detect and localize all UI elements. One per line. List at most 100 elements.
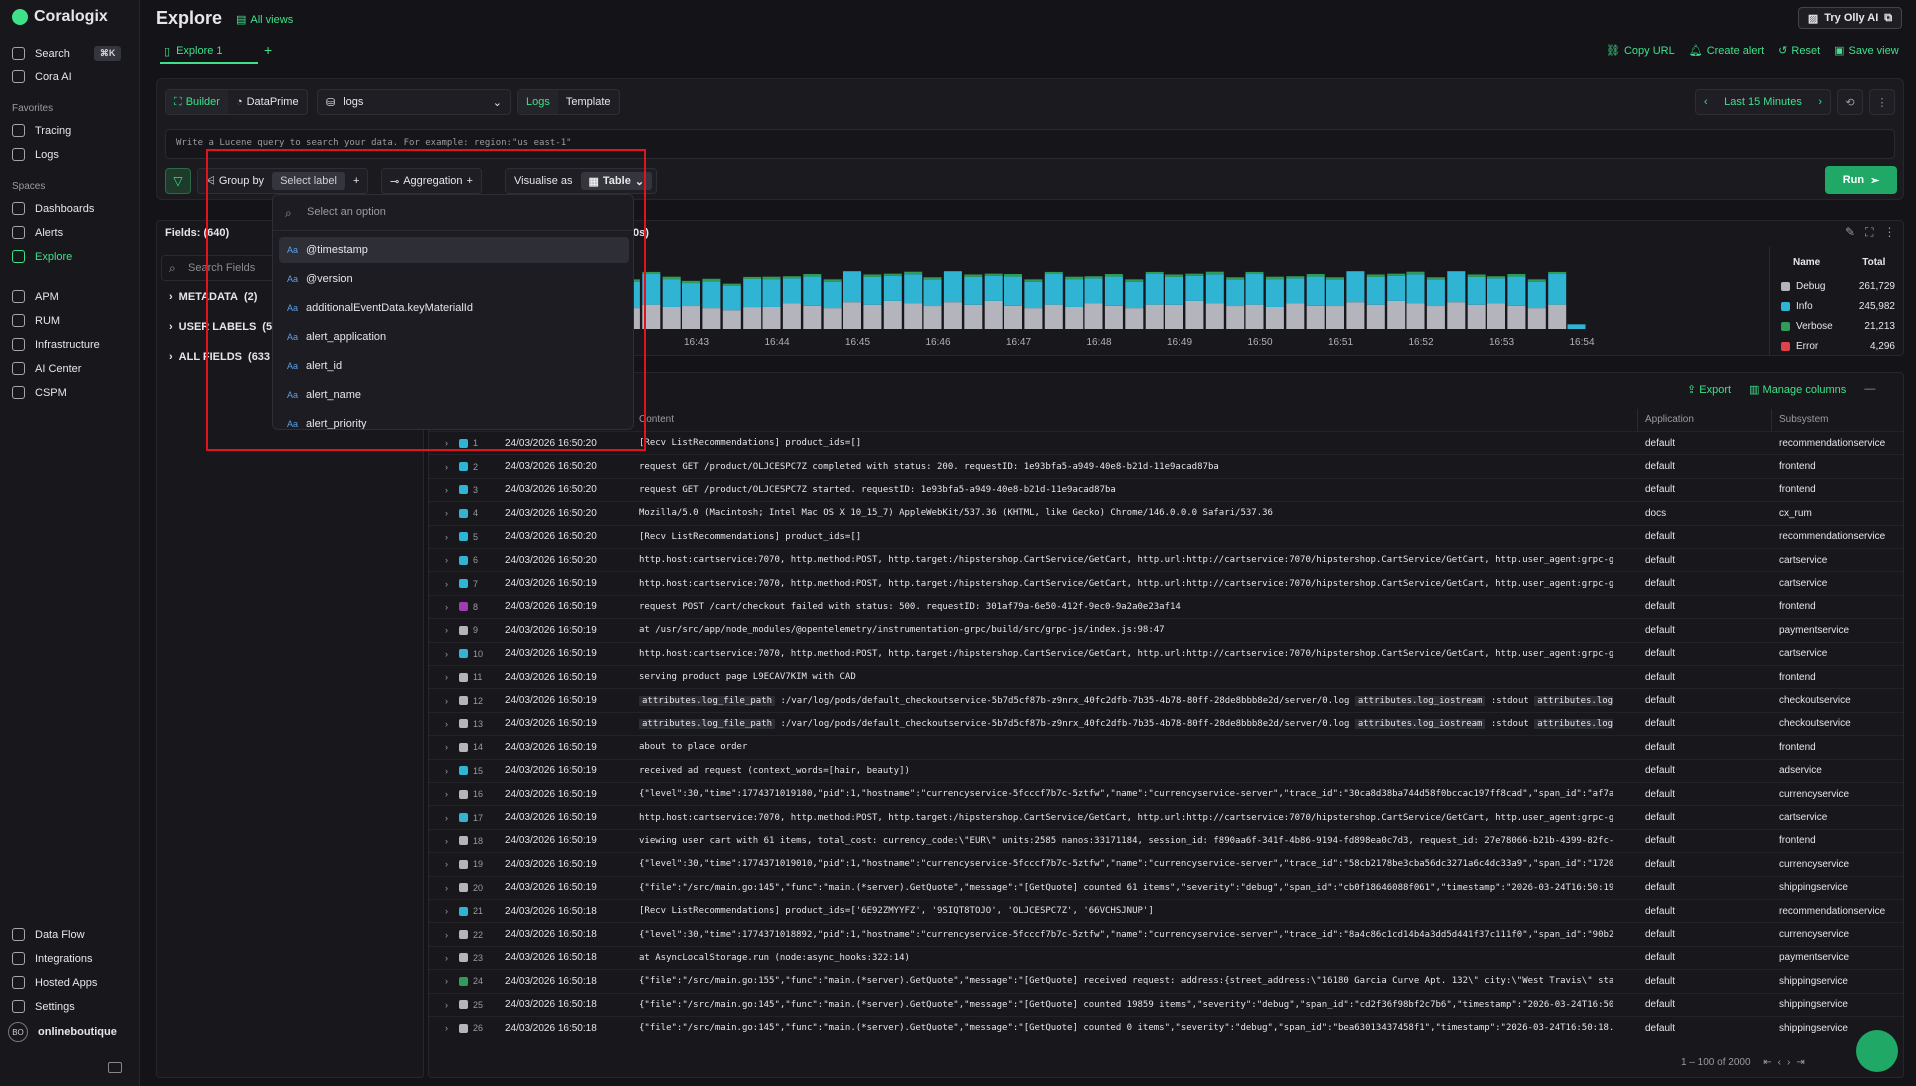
histogram-bar[interactable] [1447, 271, 1466, 272]
histogram-bar[interactable] [1044, 304, 1063, 329]
expand-row-icon[interactable]: › [445, 835, 448, 846]
column-header-content[interactable]: Content [639, 414, 675, 425]
legend-item-verbose[interactable]: Verbose 21,213 [1781, 321, 1895, 332]
histogram-bar[interactable] [682, 306, 700, 329]
histogram-bar[interactable] [904, 303, 923, 329]
select-label-button[interactable]: Select label [272, 172, 345, 190]
table-row[interactable]: › 16 24/03/2026 16:50:19 {"level":30,"time"… [429, 782, 1903, 805]
more-options-icon[interactable]: ⋮ [1869, 89, 1895, 115]
table-row[interactable]: › 25 24/03/2026 16:50:18 {"file":"/src/main… [429, 992, 1903, 1016]
histogram-bar[interactable] [1165, 274, 1183, 277]
expand-row-icon[interactable]: › [445, 438, 448, 449]
tab-explore-1[interactable]: ▯ Explore 1 [160, 40, 258, 64]
histogram-bar[interactable] [1104, 276, 1123, 306]
histogram-bar[interactable] [1024, 279, 1043, 282]
visualise-select[interactable]: ▦ Table ⌄ [580, 172, 653, 190]
histogram-bar[interactable] [1044, 274, 1063, 305]
table-row[interactable]: › 13 24/03/2026 16:50:19 attributes.log_fil… [429, 711, 1903, 735]
histogram-bar[interactable] [984, 275, 1003, 301]
dropdown-option[interactable]: Aa additionalEventData.keyMaterialId [279, 295, 629, 321]
histogram-bar[interactable] [1226, 306, 1245, 329]
expand-row-icon[interactable]: › [445, 882, 448, 893]
nav-logs[interactable]: Logs [12, 148, 59, 161]
expand-icon[interactable]: ⛶ [1865, 225, 1874, 239]
histogram-bar[interactable] [823, 281, 842, 309]
all-views-link[interactable]: ▤ All views [236, 13, 293, 27]
histogram-bar[interactable] [743, 307, 762, 329]
dropdown-option[interactable]: Aa alert_priority [279, 411, 629, 429]
create-alert-button[interactable]: 🔔︎ Create alert [1689, 44, 1764, 58]
nav-integrations[interactable]: Integrations [12, 952, 92, 965]
filter-icon[interactable]: ▽ [165, 168, 191, 194]
field-group-all-fields[interactable]: › ALL FIELDS (633 [169, 351, 270, 363]
histogram-bar[interactable] [1265, 306, 1284, 329]
histogram-bar[interactable] [702, 278, 721, 282]
histogram-bar[interactable] [1286, 278, 1305, 304]
nav-infrastructure[interactable]: Infrastructure [12, 338, 100, 351]
histogram-bar[interactable] [762, 306, 781, 329]
histogram-bar[interactable] [1548, 271, 1567, 275]
table-row[interactable]: › 23 24/03/2026 16:50:18 at AsyncLocalStora… [429, 945, 1903, 969]
legend-item-debug[interactable]: Debug 261,729 [1781, 281, 1895, 292]
nav-apm[interactable]: APM [12, 290, 59, 303]
histogram-bar[interactable] [722, 310, 741, 329]
histogram-bar[interactable] [682, 280, 700, 284]
expand-row-icon[interactable]: › [445, 906, 448, 917]
nav-hosted-apps[interactable]: Hosted Apps [12, 976, 97, 989]
histogram-bar[interactable] [964, 276, 983, 305]
table-row[interactable]: › 11 24/03/2026 16:50:19 serving product pa… [429, 665, 1903, 688]
expand-row-icon[interactable]: › [445, 718, 448, 729]
histogram-bar[interactable] [1125, 279, 1144, 282]
histogram-bar[interactable] [1507, 276, 1526, 306]
histogram-bar[interactable] [1527, 308, 1546, 329]
reset-button[interactable]: ↺ Reset [1778, 44, 1820, 58]
export-button[interactable]: ⇪ Export [1687, 383, 1731, 396]
histogram-bar[interactable] [1406, 303, 1425, 329]
histogram-bar[interactable] [662, 276, 681, 280]
histogram-bar[interactable] [1306, 276, 1325, 306]
histogram-bar[interactable] [1145, 304, 1164, 329]
time-range-picker[interactable]: ‹ Last 15 Minutes › [1695, 89, 1831, 115]
histogram-bar[interactable] [1366, 304, 1385, 329]
table-row[interactable]: › 1 24/03/2026 16:50:20 [Recv ListRecommend… [429, 431, 1903, 454]
histogram-bar[interactable] [803, 276, 822, 306]
histogram-bar[interactable] [1205, 271, 1224, 275]
expand-row-icon[interactable]: › [445, 672, 448, 683]
histogram-bar[interactable] [1527, 279, 1546, 282]
table-row[interactable]: › 12 24/03/2026 16:50:19 attributes.log_fil… [429, 688, 1903, 711]
histogram-bar[interactable] [1487, 278, 1505, 304]
expand-row-icon[interactable]: › [445, 1023, 448, 1034]
histogram-bar[interactable] [722, 283, 741, 286]
collapse-sidebar-icon[interactable] [108, 1062, 122, 1073]
expand-row-icon[interactable]: › [445, 531, 448, 542]
histogram-bar[interactable] [743, 276, 762, 280]
tab-logs[interactable]: Logs [518, 90, 558, 114]
histogram-bar[interactable] [1185, 300, 1204, 329]
dropdown-option[interactable]: Aa @version [279, 266, 629, 292]
histogram-bar[interactable] [662, 279, 681, 307]
table-row[interactable]: › 24 24/03/2026 16:50:18 {"file":"/src/main… [429, 969, 1903, 992]
histogram-bar[interactable] [1065, 306, 1084, 329]
dropdown-option[interactable]: Aa alert_name [279, 382, 629, 408]
histogram-bar[interactable] [863, 276, 882, 305]
histogram-bar[interactable] [743, 279, 762, 308]
histogram-bar[interactable] [1487, 303, 1505, 329]
histogram-bar[interactable] [823, 308, 842, 329]
histogram-bar[interactable] [1426, 277, 1445, 280]
histogram-bar[interactable] [843, 302, 861, 329]
table-row[interactable]: › 5 24/03/2026 16:50:20 [Recv ListRecommend… [429, 524, 1903, 548]
histogram-bar[interactable] [1447, 271, 1466, 303]
expand-row-icon[interactable]: › [445, 484, 448, 495]
histogram-bar[interactable] [1426, 306, 1445, 329]
expand-row-icon[interactable]: › [445, 508, 448, 519]
histogram-bar[interactable] [863, 274, 882, 277]
histogram-bar[interactable] [1406, 271, 1425, 275]
expand-row-icon[interactable]: › [445, 952, 448, 963]
histogram-bar[interactable] [1245, 304, 1264, 329]
histogram-bar[interactable] [1104, 274, 1123, 277]
histogram-bar[interactable] [1306, 274, 1325, 277]
histogram-bar[interactable] [1346, 271, 1365, 303]
histogram-bar[interactable] [1226, 279, 1245, 307]
column-header-subsystem[interactable]: Subsystem [1779, 414, 1829, 425]
dropdown-option[interactable]: Aa alert_application [279, 324, 629, 350]
